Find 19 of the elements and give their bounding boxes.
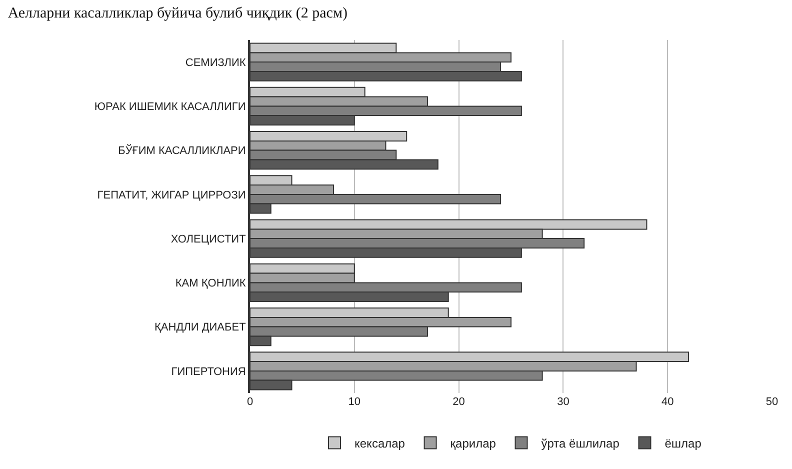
x-tick-label: 30 bbox=[557, 396, 570, 408]
legend-label: ўрта ёшлилар bbox=[541, 436, 620, 450]
y-tick-label: ЮРАК ИШЕМИК КАСАЛЛИГИ bbox=[94, 101, 246, 114]
x-tick-label: 0 bbox=[246, 396, 254, 408]
y-tick-label: ГИПЕРТОНИЯ bbox=[171, 366, 246, 378]
x-tick-label: 50 bbox=[766, 396, 778, 408]
y-tick-label: ГЕПАТИТ, ЖИГАР ЦИРРОЗИ bbox=[97, 189, 246, 202]
x-tick-label: 20 bbox=[452, 396, 465, 408]
y-tick-label: ХОЛЕЦИСТИТ bbox=[170, 233, 246, 246]
y-tick-label: СЕМИЗЛИК bbox=[185, 56, 246, 69]
x-tick-label: 10 bbox=[348, 396, 361, 408]
chart-title: Аелларни касалликлар буйича булиб чиқдик (2 расм) bbox=[8, 6, 348, 22]
x-tick-label: 40 bbox=[661, 396, 674, 408]
legend-label: ёшлар bbox=[664, 436, 702, 450]
legend-label: кексалар bbox=[354, 436, 406, 450]
y-tick-label: ҚАНДЛИ ДИАБЕТ bbox=[154, 322, 246, 334]
legend-label: қарилар bbox=[450, 436, 496, 450]
y-tick-label: КАМ ҚОНЛИК bbox=[175, 278, 246, 290]
y-tick-label: БЎҒИМ КАСАЛЛИКЛАРИ bbox=[118, 144, 246, 158]
